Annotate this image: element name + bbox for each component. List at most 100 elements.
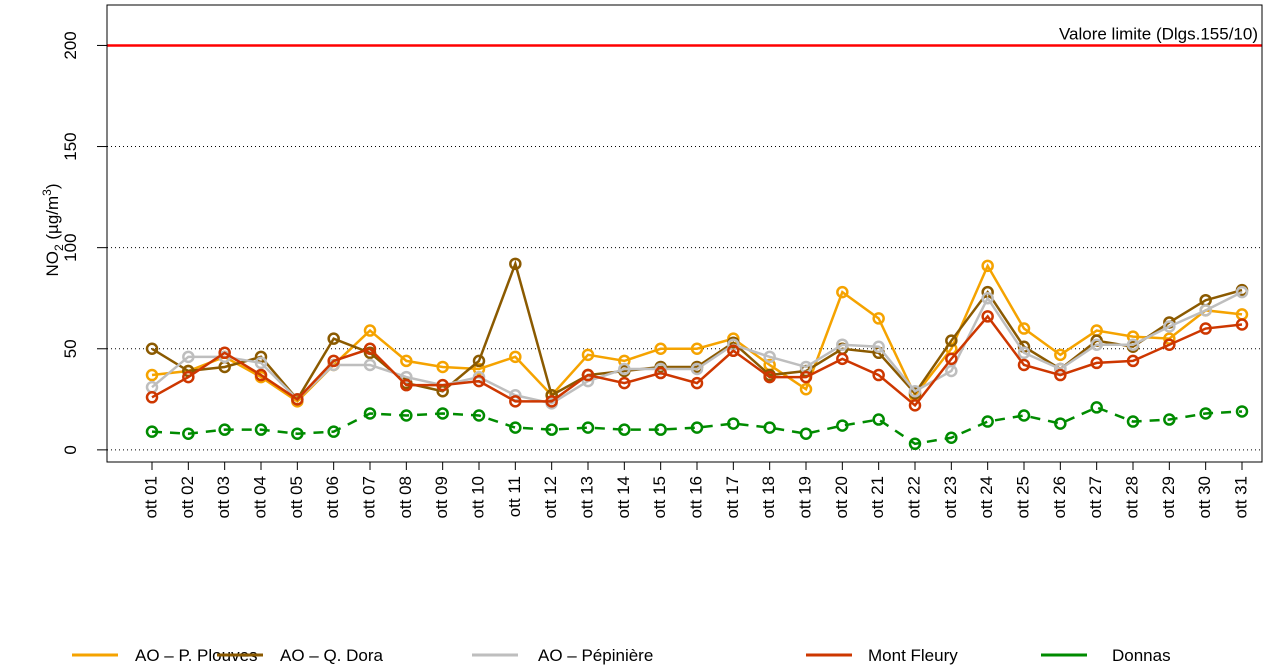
x-tick-label: ott 17 xyxy=(723,476,742,519)
data-point xyxy=(981,259,994,273)
limit-label: Valore limite (Dlgs.155/10) xyxy=(1059,24,1258,43)
plot-frame xyxy=(106,4,1263,463)
data-point xyxy=(1235,318,1249,331)
data-point xyxy=(509,350,522,364)
x-tick-label: ott 24 xyxy=(977,476,996,519)
y-label-unit: (µg/m xyxy=(43,196,62,245)
y-label-sup: 3 xyxy=(40,189,54,196)
x-tick-label: ott 21 xyxy=(868,476,887,519)
x-tick-label: ott 18 xyxy=(759,476,778,519)
data-point xyxy=(1235,285,1249,299)
data-point xyxy=(327,354,340,368)
data-point xyxy=(690,421,704,434)
legend-label: AO – Pépinière xyxy=(538,646,653,665)
series-line xyxy=(151,406,1243,446)
data-point xyxy=(763,350,776,364)
data-point xyxy=(945,364,958,378)
data-point xyxy=(872,368,885,382)
x-tick-label: ott 12 xyxy=(541,476,560,519)
data-point xyxy=(509,395,522,408)
data-point xyxy=(908,437,922,451)
data-point xyxy=(254,356,268,370)
x-tick-label: ott 13 xyxy=(577,476,596,519)
data-point xyxy=(291,427,304,440)
x-tick-label: ott 04 xyxy=(250,476,269,519)
x-tick-label: ott 25 xyxy=(1013,476,1032,519)
legend-label: Donnas xyxy=(1112,646,1171,665)
y-tick-label: 100 xyxy=(61,233,80,261)
data-point xyxy=(618,376,631,390)
data-point xyxy=(1126,338,1140,351)
data-point xyxy=(981,291,994,305)
x-tick-label: ott 27 xyxy=(1086,476,1105,519)
data-point xyxy=(291,393,304,406)
data-point xyxy=(145,425,159,438)
data-point xyxy=(400,378,413,392)
data-point xyxy=(1017,322,1031,335)
data-point xyxy=(509,257,522,271)
data-point xyxy=(872,312,885,325)
data-point xyxy=(763,370,776,384)
data-point xyxy=(581,368,595,382)
data-point xyxy=(145,342,159,356)
data-point xyxy=(182,350,195,364)
data-point xyxy=(1199,407,1212,420)
data-point xyxy=(763,421,776,434)
data-point xyxy=(654,423,667,436)
x-tick-label: ott 30 xyxy=(1195,476,1214,519)
data-point xyxy=(182,427,195,440)
x-tick-label: ott 31 xyxy=(1231,476,1250,519)
data-point xyxy=(545,423,558,436)
x-tick-label: ott 29 xyxy=(1159,476,1178,519)
y-tick-label: 0 xyxy=(61,445,80,454)
x-tick-label: ott 10 xyxy=(468,476,487,519)
data-point xyxy=(145,391,159,404)
y-tick-label: 150 xyxy=(61,132,80,160)
data-point xyxy=(363,342,377,356)
y-tick-label: 200 xyxy=(61,31,80,59)
data-point xyxy=(1090,401,1103,414)
x-tick-label: ott 09 xyxy=(432,476,451,519)
data-point xyxy=(1199,322,1212,335)
x-tick-label: ott 01 xyxy=(141,476,160,519)
data-point xyxy=(400,370,413,384)
data-point xyxy=(945,431,958,444)
x-tick-label: ott 03 xyxy=(214,476,233,519)
legend-label: AO – Q. Dora xyxy=(280,646,384,665)
data-point xyxy=(836,352,849,366)
data-point xyxy=(836,338,849,351)
data-point xyxy=(799,427,813,440)
data-point xyxy=(400,409,413,422)
x-tick-label: ott 08 xyxy=(396,476,415,519)
data-point xyxy=(872,340,885,353)
x-tick-label: ott 11 xyxy=(505,476,524,517)
data-point xyxy=(327,332,340,345)
x-tick-label: ott 26 xyxy=(1050,476,1069,519)
data-point xyxy=(1235,405,1249,418)
data-point xyxy=(727,417,740,430)
y-label-close: ) xyxy=(43,183,62,189)
x-tick-label: ott 23 xyxy=(941,476,960,519)
data-point xyxy=(472,409,486,422)
data-point xyxy=(1017,409,1031,422)
data-point xyxy=(1054,417,1067,430)
data-point xyxy=(690,376,704,390)
data-point xyxy=(872,413,885,426)
data-point xyxy=(436,360,449,374)
data-point xyxy=(472,374,486,388)
data-point xyxy=(1017,358,1031,372)
y-label-base: NO xyxy=(43,251,62,277)
y-label-sub: 2 xyxy=(52,244,66,251)
x-tick-label: ott 14 xyxy=(614,476,633,519)
data-point xyxy=(1126,415,1140,428)
data-point xyxy=(836,419,849,432)
data-point xyxy=(908,399,922,412)
series-line xyxy=(151,314,1243,408)
data-point xyxy=(1163,320,1176,333)
data-point xyxy=(363,358,377,372)
data-point xyxy=(1054,348,1067,362)
data-point xyxy=(218,346,231,360)
data-point xyxy=(581,421,595,434)
data-point xyxy=(327,425,340,438)
data-point xyxy=(182,370,195,384)
